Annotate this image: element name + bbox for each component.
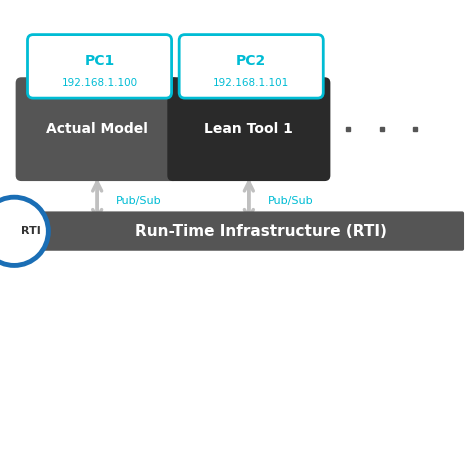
Text: PC1: PC1: [84, 54, 115, 68]
FancyBboxPatch shape: [24, 211, 464, 251]
Text: Pub/Sub: Pub/Sub: [116, 196, 162, 207]
FancyBboxPatch shape: [16, 77, 179, 181]
Text: RTI: RTI: [21, 226, 41, 237]
Text: 192.168.1.101: 192.168.1.101: [213, 78, 289, 88]
Circle shape: [0, 197, 48, 265]
FancyBboxPatch shape: [179, 35, 323, 98]
Text: Run-Time Infrastructure (RTI): Run-Time Infrastructure (RTI): [135, 224, 387, 239]
Text: Lean Tool 1: Lean Tool 1: [204, 122, 293, 136]
Text: Pub/Sub: Pub/Sub: [268, 196, 313, 207]
Text: Actual Model: Actual Model: [46, 122, 148, 136]
FancyBboxPatch shape: [27, 35, 172, 98]
Text: 192.168.1.100: 192.168.1.100: [62, 78, 137, 88]
Text: PC2: PC2: [236, 54, 266, 68]
FancyBboxPatch shape: [167, 77, 330, 181]
